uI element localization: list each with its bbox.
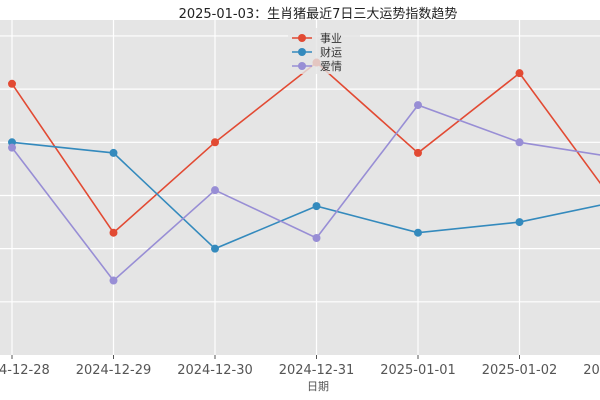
legend-label: 财运 bbox=[320, 45, 342, 59]
x-tick-label: 2024-12-28 bbox=[0, 363, 50, 378]
legend-label: 爱情 bbox=[320, 60, 342, 73]
data-point bbox=[211, 186, 219, 195]
data-point bbox=[515, 69, 524, 78]
data-point bbox=[211, 138, 219, 147]
x-tick-label: 2025-01-03 bbox=[583, 363, 600, 378]
data-point bbox=[109, 148, 118, 157]
x-tick-label: 2024-12-31 bbox=[279, 363, 355, 378]
legend-label: 事业 bbox=[320, 32, 342, 45]
data-point bbox=[414, 228, 422, 237]
data-point bbox=[515, 138, 524, 147]
data-point bbox=[312, 202, 321, 211]
x-axis-label: 日期 bbox=[307, 380, 329, 393]
x-tick-label: 2024-12-30 bbox=[177, 363, 253, 378]
legend-marker bbox=[298, 48, 306, 56]
series-财运 bbox=[8, 138, 600, 253]
data-point bbox=[8, 143, 16, 152]
data-point bbox=[109, 228, 118, 237]
data-point bbox=[8, 79, 16, 88]
legend-marker bbox=[298, 62, 306, 70]
data-point bbox=[515, 218, 524, 227]
chart-title: 2025-01-03：生肖猪最近7日三大运势指数趋势 bbox=[179, 6, 458, 22]
x-tick-label: 2025-01-01 bbox=[380, 363, 456, 378]
x-tick-label: 2025-01-02 bbox=[482, 363, 558, 378]
data-point bbox=[414, 148, 422, 157]
data-point bbox=[211, 244, 219, 253]
series-爱情 bbox=[8, 101, 600, 285]
x-tick-label: 2024-12-29 bbox=[76, 363, 152, 378]
data-point bbox=[414, 101, 422, 110]
legend-marker bbox=[298, 34, 306, 42]
data-point bbox=[312, 234, 321, 243]
data-point bbox=[109, 276, 118, 285]
